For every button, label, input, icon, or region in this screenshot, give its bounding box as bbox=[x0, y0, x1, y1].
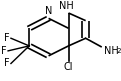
Text: NH: NH bbox=[59, 1, 74, 11]
Text: Cl: Cl bbox=[64, 62, 73, 72]
Text: NH: NH bbox=[104, 46, 119, 56]
Text: F: F bbox=[4, 33, 10, 43]
Text: 2: 2 bbox=[116, 48, 121, 54]
Text: F: F bbox=[1, 46, 7, 56]
Text: F: F bbox=[4, 58, 10, 68]
Text: N: N bbox=[45, 6, 52, 16]
